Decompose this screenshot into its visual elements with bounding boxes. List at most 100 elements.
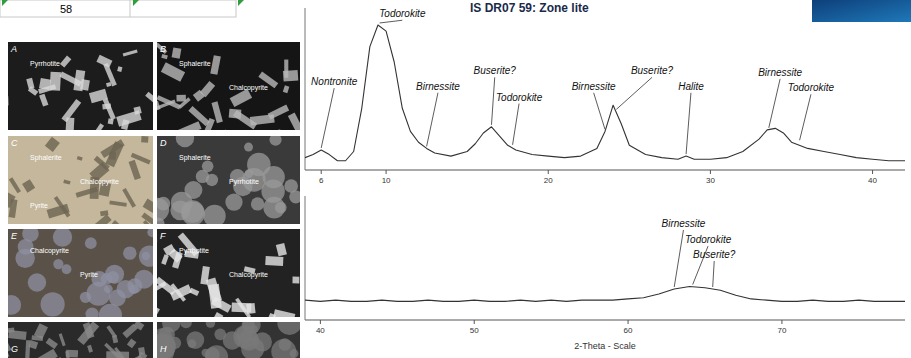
mineral-label: Chalcopyrite <box>229 84 268 92</box>
x-tick-label: 40 <box>316 326 325 335</box>
grain <box>8 295 21 315</box>
leader-line <box>380 20 403 23</box>
grain <box>161 54 168 59</box>
micrograph-bg <box>8 42 153 130</box>
sheet-divider <box>130 0 131 17</box>
plot-area <box>305 25 905 161</box>
x-tick-label: 20 <box>544 176 553 185</box>
grain <box>28 86 38 96</box>
panel-letter: G <box>11 344 18 354</box>
grain <box>138 347 145 355</box>
grain <box>251 197 264 210</box>
panel-letter: E <box>11 231 18 241</box>
leader-line <box>427 93 438 147</box>
micrograph <box>157 322 300 358</box>
x-tick <box>386 170 387 174</box>
panel-letter: F <box>160 231 166 241</box>
micrograph <box>157 42 300 130</box>
leader-line <box>674 230 683 287</box>
grain <box>28 273 46 291</box>
panel-letter: D <box>160 138 167 148</box>
x-tick <box>628 320 629 324</box>
grain <box>286 317 300 318</box>
grain <box>116 110 142 127</box>
x-tick-label: 40 <box>868 176 877 185</box>
grain <box>45 137 60 152</box>
cell-marker <box>133 0 139 6</box>
grain <box>276 243 287 256</box>
grain <box>123 246 136 259</box>
peak-label: Todorokite <box>788 82 835 93</box>
micrograph <box>8 42 153 130</box>
grain <box>8 96 9 105</box>
mineral-label: Chalcopyrite <box>80 178 119 186</box>
slide-title: IS DR07 59: Zone lite <box>470 1 589 15</box>
grain <box>283 70 298 82</box>
grain <box>99 304 122 317</box>
sheet-row <box>0 0 236 17</box>
grain <box>172 47 182 58</box>
grain <box>157 43 167 55</box>
peak-label: Nontronite <box>311 76 358 87</box>
cell-value: 58 <box>60 3 72 15</box>
grain <box>203 205 225 224</box>
mineral-label: Chalcopyrite <box>30 247 69 255</box>
peak-label: Buserite? <box>474 65 517 76</box>
grain <box>129 160 141 180</box>
grain <box>200 81 215 97</box>
grain <box>109 201 127 207</box>
grain <box>22 179 35 192</box>
grain <box>210 312 223 317</box>
grain <box>206 277 222 302</box>
grain <box>102 103 111 109</box>
grain <box>141 213 153 224</box>
peak-label: Birnessite <box>662 218 706 229</box>
grain <box>230 89 252 107</box>
x-axis-title: 2-Theta - Scale <box>574 341 636 351</box>
grain <box>112 220 131 224</box>
leader-line <box>713 261 715 287</box>
grain <box>77 156 83 161</box>
mineral-label: Sphalerite <box>30 154 62 162</box>
peak-label: Birnessite <box>416 81 460 92</box>
grain <box>134 322 145 330</box>
grain <box>175 121 202 130</box>
grain <box>37 349 58 358</box>
x-tick-label: 6 <box>319 176 324 185</box>
grain <box>214 328 226 340</box>
grain <box>47 204 70 219</box>
grain <box>131 153 151 165</box>
grain <box>225 193 242 210</box>
grain <box>277 322 300 335</box>
peak-label: Buserite? <box>631 65 674 76</box>
x-tick-label: 70 <box>777 326 786 335</box>
mineral-label: Pyrite <box>30 202 48 210</box>
grain <box>244 143 253 152</box>
grain <box>211 101 222 123</box>
grain <box>100 139 124 158</box>
x-tick <box>781 320 782 324</box>
micrograph-bg <box>8 229 153 317</box>
grain <box>116 280 134 298</box>
grain <box>157 281 167 291</box>
x-tick-label: 30 <box>706 176 715 185</box>
grain <box>187 331 205 349</box>
grain <box>279 338 292 351</box>
micrograph <box>8 322 153 358</box>
micrograph <box>8 136 153 224</box>
panel-letter: C <box>11 138 18 148</box>
grain <box>66 350 78 358</box>
mineral-label: Pyrrhotite <box>30 60 60 68</box>
x-tick <box>548 170 549 174</box>
grain <box>83 322 95 339</box>
grain <box>157 240 158 246</box>
banner <box>812 0 911 22</box>
x-tick <box>321 170 322 174</box>
grain <box>157 197 170 211</box>
x-tick-label: 10 <box>382 176 391 185</box>
grain <box>8 120 9 130</box>
panel-letter: H <box>160 344 167 354</box>
peak-label: Todorokite <box>685 234 732 245</box>
grain <box>60 56 71 68</box>
grain <box>9 177 21 193</box>
